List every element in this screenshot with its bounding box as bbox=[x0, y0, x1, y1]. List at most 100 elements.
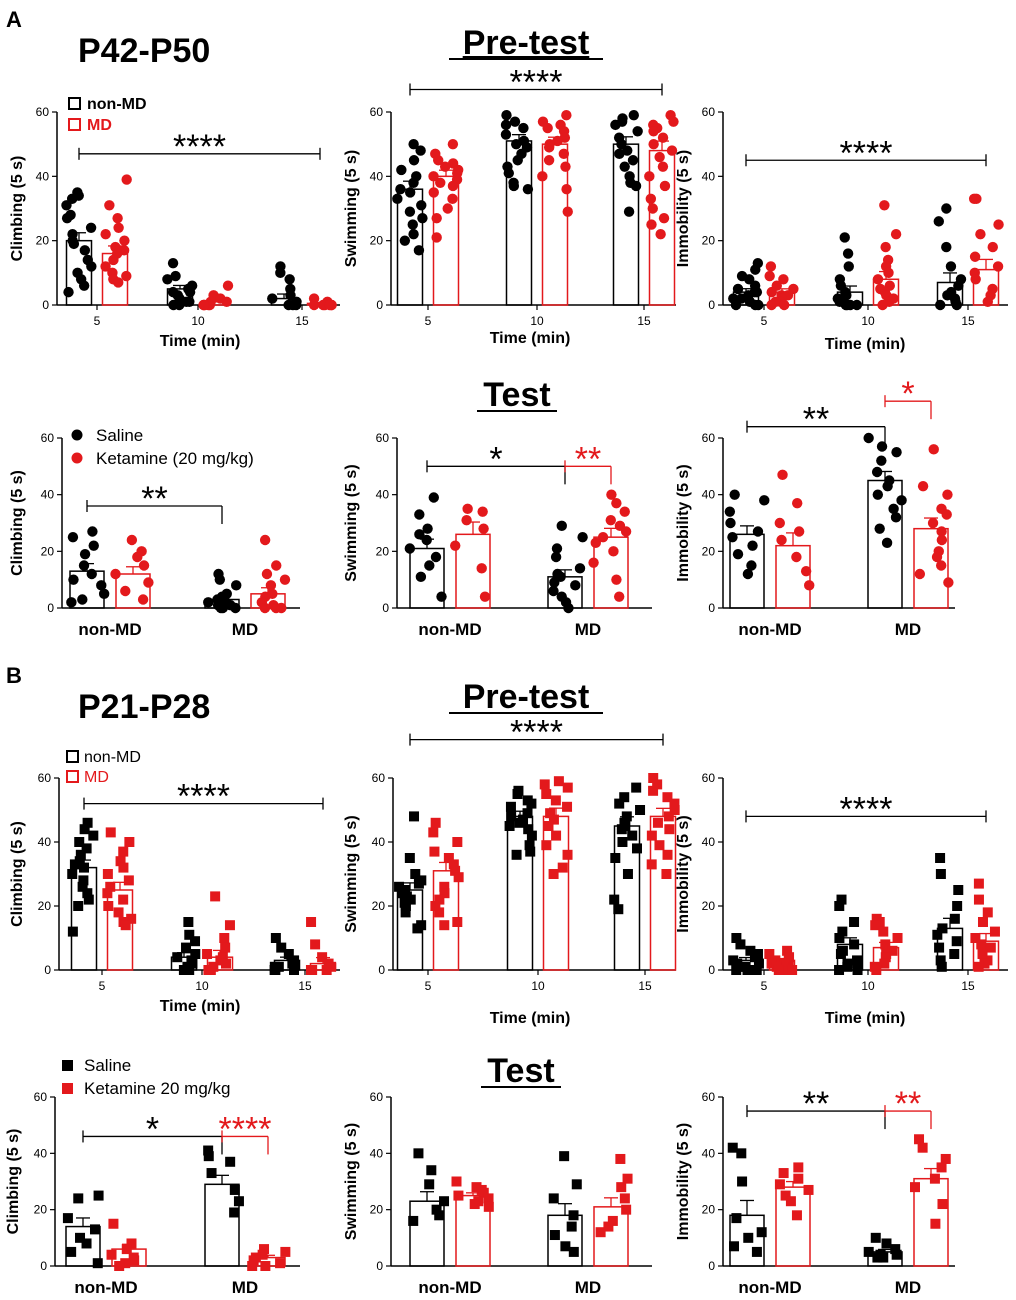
x-group-label: MD bbox=[232, 1278, 258, 1297]
data-point bbox=[764, 270, 775, 282]
data-point bbox=[511, 849, 522, 860]
data-point bbox=[935, 955, 946, 966]
chart-a_pre_climb: 0 20 40 60 Climbing (5 s) 5 10 15 Time (min) **** bbox=[9, 105, 340, 350]
data-point bbox=[879, 200, 890, 211]
legend-swatch-md bbox=[66, 770, 79, 783]
data-point bbox=[622, 145, 633, 156]
data-point bbox=[229, 1184, 240, 1195]
data-point bbox=[568, 1210, 579, 1221]
data-point bbox=[450, 865, 461, 876]
data-point bbox=[992, 261, 1004, 272]
data-point bbox=[550, 551, 562, 563]
data-point bbox=[124, 837, 135, 847]
data-point bbox=[543, 142, 555, 153]
sig-label: **** bbox=[510, 714, 563, 752]
data-point bbox=[935, 853, 946, 863]
data-point bbox=[172, 952, 183, 963]
data-point bbox=[729, 489, 740, 500]
data-point bbox=[936, 534, 948, 546]
data-point bbox=[558, 148, 570, 160]
data-point bbox=[184, 286, 196, 298]
data-point bbox=[129, 1255, 140, 1266]
x-axis-label: Time (min) bbox=[825, 1010, 906, 1027]
data-point bbox=[669, 805, 680, 815]
data-point bbox=[621, 811, 632, 822]
data-point bbox=[941, 509, 952, 520]
data-point bbox=[657, 132, 669, 143]
x-tick-label: 10 bbox=[195, 979, 209, 993]
data-point bbox=[747, 540, 758, 551]
data-point bbox=[881, 1238, 892, 1249]
x-tick-label: 10 bbox=[861, 314, 875, 328]
data-point bbox=[553, 776, 564, 787]
y-tick-label: 20 bbox=[702, 544, 716, 558]
data-point bbox=[229, 1207, 240, 1218]
y-tick-label: 60 bbox=[702, 1090, 716, 1104]
data-point bbox=[971, 193, 982, 205]
chart-a_pre_swim: 0 20 40 60 Swimming (5 s) 5 10 15 Time (min) **** bbox=[343, 63, 679, 347]
data-point bbox=[777, 469, 788, 481]
data-point bbox=[394, 881, 405, 892]
data-point bbox=[732, 283, 744, 295]
data-point bbox=[793, 526, 805, 537]
data-point bbox=[479, 591, 491, 602]
data-point bbox=[627, 830, 638, 841]
data-point bbox=[560, 1241, 571, 1252]
data-point bbox=[930, 1218, 941, 1229]
data-point bbox=[663, 811, 674, 822]
data-point bbox=[666, 145, 678, 156]
data-point bbox=[424, 560, 435, 571]
data-point bbox=[524, 840, 535, 851]
data-point bbox=[545, 808, 556, 819]
y-tick-label: 60 bbox=[372, 771, 386, 785]
data-point bbox=[447, 193, 458, 205]
data-point bbox=[431, 1204, 442, 1215]
data-point bbox=[852, 965, 863, 975]
data-point bbox=[863, 1246, 874, 1257]
data-point bbox=[259, 534, 271, 546]
data-point bbox=[646, 219, 657, 230]
data-point bbox=[461, 514, 472, 526]
data-point bbox=[750, 264, 761, 275]
data-point bbox=[560, 161, 571, 172]
data-point bbox=[439, 881, 450, 892]
legend-marker-saline bbox=[62, 1060, 73, 1071]
data-point bbox=[568, 1246, 579, 1257]
data-point bbox=[880, 952, 891, 963]
data-point bbox=[987, 241, 998, 253]
data-point bbox=[951, 936, 962, 947]
data-point bbox=[306, 917, 317, 927]
data-point bbox=[933, 216, 944, 227]
chart-b_test_immob: 0 20 40 60 Immobility (5 s) non-MD MD ** ** bbox=[675, 1085, 955, 1297]
data-point bbox=[977, 917, 988, 927]
data-point bbox=[508, 180, 520, 192]
data-point bbox=[606, 489, 617, 500]
data-point bbox=[450, 540, 461, 551]
data-point bbox=[941, 203, 952, 214]
data-point bbox=[614, 148, 625, 160]
data-point bbox=[215, 955, 226, 966]
data-point bbox=[399, 235, 411, 246]
data-point bbox=[67, 531, 79, 543]
data-point bbox=[518, 122, 529, 134]
data-point bbox=[608, 546, 619, 557]
y-tick-label: 20 bbox=[41, 544, 55, 558]
data-point bbox=[179, 965, 190, 975]
y-tick-label: 60 bbox=[376, 431, 390, 445]
data-point bbox=[952, 901, 963, 911]
data-point bbox=[280, 1246, 291, 1257]
data-point bbox=[469, 1199, 480, 1210]
x-tick-label: 10 bbox=[191, 314, 205, 328]
data-point bbox=[77, 594, 88, 605]
data-point bbox=[118, 846, 129, 857]
y-tick-label: 0 bbox=[378, 963, 385, 977]
data-point bbox=[778, 1168, 789, 1179]
y-tick-label: 20 bbox=[702, 234, 716, 248]
data-point bbox=[729, 1241, 740, 1252]
data-point bbox=[447, 138, 459, 150]
data-point bbox=[561, 184, 572, 195]
data-point bbox=[448, 859, 459, 870]
data-point bbox=[98, 588, 110, 600]
data-point bbox=[652, 817, 663, 828]
